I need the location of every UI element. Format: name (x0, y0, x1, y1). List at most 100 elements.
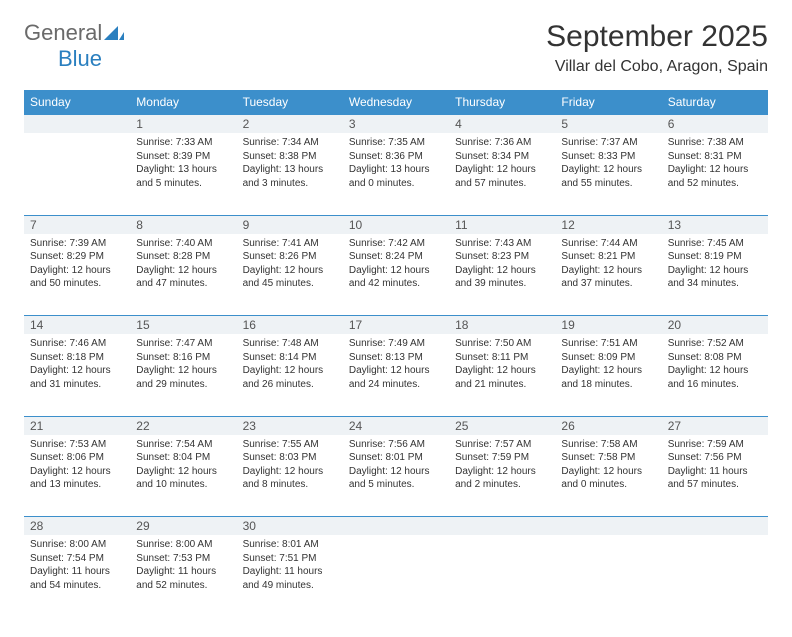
day-cell (343, 535, 449, 617)
day-content: Sunrise: 7:55 AMSunset: 8:03 PMDaylight:… (237, 435, 343, 498)
day-cell: Sunrise: 7:35 AMSunset: 8:36 PMDaylight:… (343, 133, 449, 215)
day-cell: Sunrise: 7:55 AMSunset: 8:03 PMDaylight:… (237, 435, 343, 517)
day-number (24, 115, 130, 134)
sunset-text: Sunset: 8:01 PM (349, 451, 443, 465)
weekday-mon: Monday (130, 90, 236, 115)
daylight-text: Daylight: 12 hours and 8 minutes. (243, 465, 337, 492)
day-cell: Sunrise: 7:45 AMSunset: 8:19 PMDaylight:… (662, 234, 768, 316)
day-cell (555, 535, 661, 617)
sunset-text: Sunset: 8:31 PM (668, 150, 762, 164)
day-cell: Sunrise: 7:57 AMSunset: 7:59 PMDaylight:… (449, 435, 555, 517)
sunset-text: Sunset: 7:53 PM (136, 552, 230, 566)
day-cell: Sunrise: 8:00 AMSunset: 7:53 PMDaylight:… (130, 535, 236, 617)
calendar-head: Sunday Monday Tuesday Wednesday Thursday… (24, 90, 768, 115)
day-content: Sunrise: 7:36 AMSunset: 8:34 PMDaylight:… (449, 133, 555, 196)
day-content: Sunrise: 7:34 AMSunset: 8:38 PMDaylight:… (237, 133, 343, 196)
sunset-text: Sunset: 8:36 PM (349, 150, 443, 164)
day-content: Sunrise: 8:00 AMSunset: 7:53 PMDaylight:… (130, 535, 236, 598)
day-number: 5 (555, 115, 661, 134)
daylight-text: Daylight: 13 hours and 3 minutes. (243, 163, 337, 190)
day-number: 9 (237, 215, 343, 234)
logo-part2: Blue (58, 46, 102, 71)
sunset-text: Sunset: 8:03 PM (243, 451, 337, 465)
sunset-text: Sunset: 8:39 PM (136, 150, 230, 164)
day-content: Sunrise: 7:40 AMSunset: 8:28 PMDaylight:… (130, 234, 236, 297)
day-cell: Sunrise: 7:59 AMSunset: 7:56 PMDaylight:… (662, 435, 768, 517)
day-cell (24, 133, 130, 215)
daynum-row: 123456 (24, 115, 768, 134)
sunset-text: Sunset: 8:13 PM (349, 351, 443, 365)
sunset-text: Sunset: 8:18 PM (30, 351, 124, 365)
day-content: Sunrise: 7:51 AMSunset: 8:09 PMDaylight:… (555, 334, 661, 397)
day-number (449, 517, 555, 536)
day-number: 18 (449, 316, 555, 335)
sunset-text: Sunset: 8:24 PM (349, 250, 443, 264)
day-cell: Sunrise: 7:40 AMSunset: 8:28 PMDaylight:… (130, 234, 236, 316)
day-cell: Sunrise: 7:49 AMSunset: 8:13 PMDaylight:… (343, 334, 449, 416)
day-content (343, 535, 449, 544)
day-number: 15 (130, 316, 236, 335)
day-number: 19 (555, 316, 661, 335)
day-cell: Sunrise: 7:58 AMSunset: 7:58 PMDaylight:… (555, 435, 661, 517)
sunrise-text: Sunrise: 7:54 AM (136, 438, 230, 452)
logo-sail-icon (104, 24, 124, 45)
daylight-text: Daylight: 12 hours and 39 minutes. (455, 264, 549, 291)
day-content (662, 535, 768, 544)
sunrise-text: Sunrise: 7:44 AM (561, 237, 655, 251)
sunrise-text: Sunrise: 7:41 AM (243, 237, 337, 251)
daylight-text: Daylight: 11 hours and 52 minutes. (136, 565, 230, 592)
weekday-wed: Wednesday (343, 90, 449, 115)
day-content: Sunrise: 7:58 AMSunset: 7:58 PMDaylight:… (555, 435, 661, 498)
daylight-text: Daylight: 12 hours and 21 minutes. (455, 364, 549, 391)
sunset-text: Sunset: 8:08 PM (668, 351, 762, 365)
day-content: Sunrise: 7:46 AMSunset: 8:18 PMDaylight:… (24, 334, 130, 397)
daylight-text: Daylight: 12 hours and 55 minutes. (561, 163, 655, 190)
sunrise-text: Sunrise: 7:48 AM (243, 337, 337, 351)
daylight-text: Daylight: 11 hours and 54 minutes. (30, 565, 124, 592)
daylight-text: Daylight: 12 hours and 5 minutes. (349, 465, 443, 492)
daylight-text: Daylight: 12 hours and 24 minutes. (349, 364, 443, 391)
weekday-row: Sunday Monday Tuesday Wednesday Thursday… (24, 90, 768, 115)
day-content: Sunrise: 7:57 AMSunset: 7:59 PMDaylight:… (449, 435, 555, 498)
week-row: Sunrise: 7:33 AMSunset: 8:39 PM Daylight:… (24, 133, 768, 215)
sunrise-text: Sunrise: 7:33 AM (136, 136, 230, 150)
sunrise-text: Sunrise: 7:40 AM (136, 237, 230, 251)
week-row: Sunrise: 8:00 AMSunset: 7:54 PMDaylight:… (24, 535, 768, 617)
day-cell: Sunrise: 7:41 AMSunset: 8:26 PMDaylight:… (237, 234, 343, 316)
daylight-text: Daylight: 12 hours and 57 minutes. (455, 163, 549, 190)
sunrise-text: Sunrise: 7:37 AM (561, 136, 655, 150)
daylight-text: Daylight: 12 hours and 52 minutes. (668, 163, 762, 190)
title-block: September 2025 Villar del Cobo, Aragon, … (546, 20, 768, 76)
weekday-sat: Saturday (662, 90, 768, 115)
day-cell: Sunrise: 7:51 AMSunset: 8:09 PMDaylight:… (555, 334, 661, 416)
daylight-text: Daylight: 12 hours and 47 minutes. (136, 264, 230, 291)
day-number: 4 (449, 115, 555, 134)
day-cell: Sunrise: 7:53 AMSunset: 8:06 PMDaylight:… (24, 435, 130, 517)
day-number: 27 (662, 416, 768, 435)
sunrise-text: Sunrise: 7:35 AM (349, 136, 443, 150)
sunset-text: Sunset: 8:26 PM (243, 250, 337, 264)
weekday-sun: Sunday (24, 90, 130, 115)
day-number: 10 (343, 215, 449, 234)
day-number (343, 517, 449, 536)
sunrise-text: Sunrise: 7:39 AM (30, 237, 124, 251)
day-number: 24 (343, 416, 449, 435)
daylight-text: Daylight: 12 hours and 31 minutes. (30, 364, 124, 391)
sunset-text: Sunset: 8:34 PM (455, 150, 549, 164)
calendar-body: 123456 Sunrise: 7:33 AMSunset: 8:39 PM Day… (24, 115, 768, 618)
day-content: Sunrise: 7:35 AMSunset: 8:36 PMDaylight:… (343, 133, 449, 196)
logo: General Blue (24, 20, 124, 72)
sunrise-text: Sunrise: 8:00 AM (30, 538, 124, 552)
sunset-text: Sunset: 8:14 PM (243, 351, 337, 365)
logo-part1: General (24, 20, 102, 45)
day-number: 23 (237, 416, 343, 435)
page: General Blue September 2025 Villar del C… (0, 0, 792, 637)
day-cell: Sunrise: 7:38 AMSunset: 8:31 PMDaylight:… (662, 133, 768, 215)
day-content: Sunrise: 7:47 AMSunset: 8:16 PMDaylight:… (130, 334, 236, 397)
day-cell: Sunrise: 7:39 AMSunset: 8:29 PMDaylight:… (24, 234, 130, 316)
daynum-row: 14151617181920 (24, 316, 768, 335)
daylight-text: Daylight: 12 hours and 16 minutes. (668, 364, 762, 391)
sunrise-text: Sunrise: 7:46 AM (30, 337, 124, 351)
day-content: Sunrise: 8:01 AMSunset: 7:51 PMDaylight:… (237, 535, 343, 598)
day-cell: Sunrise: 7:56 AMSunset: 8:01 PMDaylight:… (343, 435, 449, 517)
